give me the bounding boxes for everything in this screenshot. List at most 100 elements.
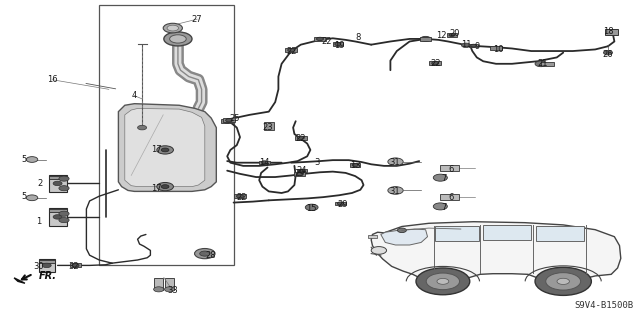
Circle shape xyxy=(26,195,38,201)
Text: 5: 5 xyxy=(22,192,27,201)
Bar xyxy=(350,163,360,167)
Text: 12: 12 xyxy=(436,31,447,40)
Circle shape xyxy=(299,169,305,172)
Circle shape xyxy=(170,35,186,43)
Text: 16: 16 xyxy=(47,75,58,84)
Text: 10: 10 xyxy=(493,45,503,54)
Circle shape xyxy=(433,174,447,181)
Bar xyxy=(605,29,618,35)
Circle shape xyxy=(138,125,147,130)
Bar xyxy=(70,263,81,267)
Circle shape xyxy=(200,251,210,256)
Circle shape xyxy=(535,61,547,67)
Bar xyxy=(536,226,584,241)
Circle shape xyxy=(317,37,323,41)
Bar xyxy=(314,37,326,41)
Circle shape xyxy=(164,287,175,292)
Text: 27: 27 xyxy=(192,15,202,24)
Bar xyxy=(490,46,502,50)
Text: 9: 9 xyxy=(474,42,479,51)
Text: 6: 6 xyxy=(449,165,454,174)
Bar xyxy=(223,118,235,122)
Circle shape xyxy=(237,195,243,198)
Bar xyxy=(440,194,459,200)
Text: 29: 29 xyxy=(294,169,305,178)
Circle shape xyxy=(163,23,182,33)
Bar xyxy=(468,44,479,47)
Circle shape xyxy=(335,42,341,46)
Bar xyxy=(154,278,163,290)
Circle shape xyxy=(223,119,231,123)
Circle shape xyxy=(397,228,406,233)
Bar xyxy=(429,61,441,65)
Circle shape xyxy=(352,163,358,167)
Text: 7: 7 xyxy=(441,203,446,212)
Circle shape xyxy=(53,215,62,219)
Text: 22: 22 xyxy=(237,193,247,202)
Text: 22: 22 xyxy=(430,59,440,68)
Text: 2: 2 xyxy=(37,179,42,188)
Text: 4: 4 xyxy=(132,91,137,100)
Text: 32: 32 xyxy=(68,262,79,271)
Bar xyxy=(295,136,307,140)
Polygon shape xyxy=(14,278,25,283)
Text: 25: 25 xyxy=(230,114,240,122)
Bar xyxy=(259,161,269,164)
Text: 3: 3 xyxy=(314,158,319,167)
Text: 17: 17 xyxy=(152,145,162,154)
Bar xyxy=(335,202,346,205)
Circle shape xyxy=(42,263,51,268)
Bar xyxy=(420,37,431,41)
Bar xyxy=(49,175,67,192)
Circle shape xyxy=(59,211,69,216)
Text: 30: 30 xyxy=(33,262,44,271)
Circle shape xyxy=(388,187,403,194)
Circle shape xyxy=(261,161,268,164)
Text: 14: 14 xyxy=(259,158,269,167)
Bar xyxy=(99,5,234,265)
Circle shape xyxy=(433,203,447,210)
Bar xyxy=(333,42,343,46)
Text: 5: 5 xyxy=(22,155,27,164)
Text: 24: 24 xyxy=(297,166,307,175)
Polygon shape xyxy=(125,108,205,187)
Text: 31: 31 xyxy=(390,187,400,196)
Circle shape xyxy=(471,44,476,47)
Bar xyxy=(234,194,246,198)
Circle shape xyxy=(288,48,294,52)
Polygon shape xyxy=(118,104,216,191)
Text: S9V4-B1500B: S9V4-B1500B xyxy=(575,301,634,310)
Text: 19: 19 xyxy=(334,41,344,50)
Text: 17: 17 xyxy=(152,184,162,193)
Text: 22: 22 xyxy=(296,134,306,143)
Text: 22: 22 xyxy=(286,47,296,56)
Circle shape xyxy=(557,278,570,285)
Circle shape xyxy=(449,34,454,36)
Text: 6: 6 xyxy=(449,193,454,202)
Text: 29: 29 xyxy=(337,200,348,209)
Text: 28: 28 xyxy=(206,251,216,260)
Bar xyxy=(49,209,67,212)
Text: 21: 21 xyxy=(538,59,548,68)
Circle shape xyxy=(164,32,192,46)
Bar xyxy=(541,62,554,66)
Bar xyxy=(49,175,67,179)
Circle shape xyxy=(53,181,62,186)
Circle shape xyxy=(195,249,215,259)
Circle shape xyxy=(371,247,387,254)
Circle shape xyxy=(59,218,69,223)
Circle shape xyxy=(154,287,164,292)
Bar xyxy=(294,172,305,175)
Bar xyxy=(38,259,55,272)
Bar xyxy=(221,119,234,123)
Text: 15: 15 xyxy=(307,204,317,213)
Polygon shape xyxy=(371,222,621,282)
Bar xyxy=(165,278,174,290)
Circle shape xyxy=(420,36,431,41)
Circle shape xyxy=(432,62,438,65)
Text: 26: 26 xyxy=(603,50,613,59)
Bar xyxy=(297,169,307,172)
Circle shape xyxy=(604,50,612,55)
Text: 7: 7 xyxy=(441,174,446,183)
Circle shape xyxy=(298,136,304,139)
